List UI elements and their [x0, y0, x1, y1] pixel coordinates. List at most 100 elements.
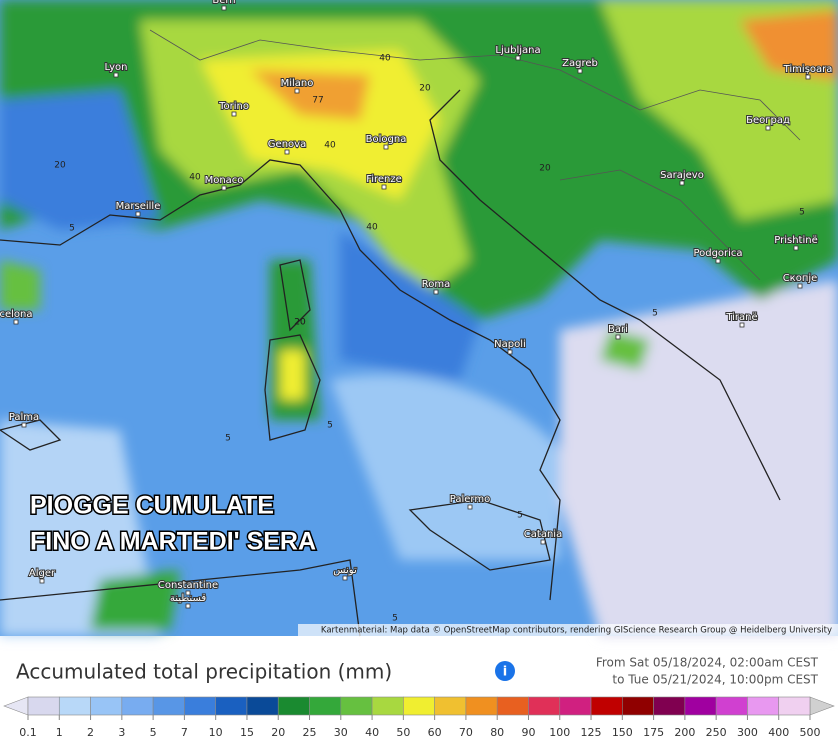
city-label: Zagreb [562, 58, 598, 69]
city-marker [185, 590, 191, 596]
scale-label: 1 [56, 726, 63, 739]
contour-label: 5 [799, 208, 805, 218]
scale-swatch [528, 696, 561, 716]
city-label: Palermo [450, 494, 490, 505]
scale-label: 60 [428, 726, 442, 739]
city-marker [765, 125, 771, 131]
scale-label: 10 [209, 726, 223, 739]
scale-swatch [58, 696, 91, 716]
scale-label: 3 [118, 726, 125, 739]
scale-label: 2 [87, 726, 94, 739]
overlay-text: PIOGGE CUMULATE [30, 492, 274, 520]
scale-swatch [27, 696, 60, 716]
scale-label: 20 [271, 726, 285, 739]
scale-label: 100 [549, 726, 570, 739]
city-marker [515, 55, 521, 61]
scale-swatch [559, 696, 592, 716]
legend: Accumulated total precipitation (mm) i F… [3, 656, 835, 716]
scale-label: 500 [800, 726, 821, 739]
city-label: Bari [608, 324, 628, 335]
city-marker [797, 283, 803, 289]
date-from: From Sat 05/18/2024, 02:00am CEST [596, 656, 819, 670]
contour-label: 20 [419, 84, 431, 94]
scale-label: 50 [396, 726, 410, 739]
scale-swatch [371, 696, 404, 716]
city-label: Lyon [104, 62, 127, 73]
scale-swatch [434, 696, 467, 716]
city-marker [294, 88, 300, 94]
scale-swatch [590, 696, 623, 716]
scale-swatch [496, 696, 529, 716]
city-marker [113, 72, 119, 78]
contour-label: 40 [366, 223, 378, 233]
info-icon[interactable] [495, 661, 515, 681]
city-marker [381, 184, 387, 190]
contour-label: 20 [294, 318, 306, 328]
city-marker [805, 74, 811, 80]
city-marker [39, 578, 45, 584]
scale-swatch [246, 696, 279, 716]
city-label: Prishtinë [774, 235, 817, 246]
city-marker [383, 144, 389, 150]
city-marker [21, 422, 27, 428]
city-label: Bern [212, 0, 235, 6]
scale-label: 80 [490, 726, 504, 739]
city-marker [793, 245, 799, 251]
city-marker [135, 211, 141, 217]
city-marker [185, 603, 191, 609]
city-label: Bologna [366, 134, 407, 145]
city-marker [13, 319, 19, 325]
city-label: Alger [29, 568, 56, 579]
city-label: Constantine [158, 580, 218, 591]
city-marker [679, 180, 685, 186]
city-marker [467, 504, 473, 510]
contour-label: 40 [324, 141, 336, 151]
city-label: Podgorica [693, 248, 742, 259]
scale-label: 250 [706, 726, 727, 739]
city-label: Sarajevo [660, 170, 704, 181]
scale-swatch [277, 696, 310, 716]
scale-label: 125 [581, 726, 602, 739]
city-label: Monaco [205, 175, 244, 186]
scale-label: 90 [521, 726, 535, 739]
contour-label: 77 [312, 96, 323, 106]
city-label: Palma [9, 412, 39, 423]
scale-swatch [465, 696, 498, 716]
scale-label: 30 [334, 726, 348, 739]
contour-label: 5 [517, 511, 523, 521]
info-icon-text[interactable]: i [503, 665, 507, 680]
attribution: Kartenmaterial: Map data © OpenStreetMap… [321, 626, 832, 636]
scale-swatch [403, 696, 435, 716]
scale-label: 7 [181, 726, 188, 739]
scale-swatch [340, 696, 373, 716]
city-marker [221, 185, 227, 191]
scale-label: 150 [612, 726, 633, 739]
contour-label: 5 [69, 224, 75, 234]
city-marker [221, 5, 227, 11]
contour-label: 20 [539, 164, 551, 174]
city-label: Marseille [116, 201, 161, 212]
scale-swatch [715, 696, 748, 716]
city-label: Firenze [366, 174, 402, 185]
map: PIOGGE CUMULATE FINO A MARTEDI' SERA Kar… [0, 0, 838, 637]
scale-label: 70 [459, 726, 473, 739]
city-marker [577, 68, 583, 74]
city-label: Timișoara [783, 64, 833, 75]
city-marker [507, 349, 513, 355]
city-marker [433, 289, 439, 295]
scale-swatch [184, 696, 216, 716]
city-label: Milano [281, 78, 314, 89]
city-label: Napoli [494, 339, 526, 350]
scale-swatch [622, 696, 654, 716]
scale-label: 5 [150, 726, 157, 739]
scale-label: 15 [240, 726, 254, 739]
city-label: Genova [268, 139, 306, 150]
scale-swatch [778, 696, 811, 716]
contour-label: 40 [379, 54, 391, 64]
city-marker [540, 539, 546, 545]
scale-label: 175 [643, 726, 664, 739]
scale-swatch [309, 696, 342, 716]
contour-label: 40 [189, 173, 201, 183]
contour-label: 20 [294, 318, 306, 328]
